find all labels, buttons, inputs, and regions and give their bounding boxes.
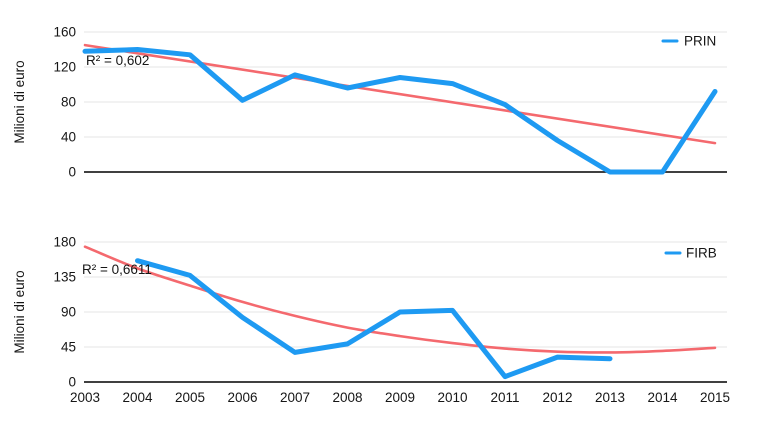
x-tick-label: 2008 (332, 390, 362, 405)
prin-chart: 0 40 80 120 160 Milioni di euro R² = 0,602 P… (12, 25, 727, 180)
x-tick-label: 2006 (227, 390, 257, 405)
prin-gridlines (84, 31, 727, 138)
firb-r2-annotation: R² = 0,6611 (82, 262, 152, 277)
y-tick-label: 0 (68, 375, 76, 390)
x-tick-label: 2013 (595, 390, 625, 405)
firb-legend: FIRB (664, 246, 717, 261)
firb-legend-label: FIRB (686, 246, 717, 261)
y-tick-label: 0 (68, 165, 76, 180)
x-tick-label: 2003 (70, 390, 100, 405)
y-tick-label: 80 (61, 95, 76, 110)
y-tick-label: 160 (53, 25, 76, 40)
prin-y-axis-title: Milioni di euro (12, 60, 27, 143)
y-tick-label: 90 (61, 305, 76, 320)
x-tick-label: 2015 (700, 390, 730, 405)
firb-trendline (83, 245, 717, 354)
y-tick-label: 135 (53, 270, 76, 285)
prin-r2-annotation: R² = 0,602 (86, 53, 149, 68)
prin-legend: PRIN (661, 34, 716, 49)
x-tick-label: 2012 (542, 390, 572, 405)
y-tick-label: 45 (61, 340, 76, 355)
y-tick-label: 180 (53, 235, 76, 250)
y-tick-label: 120 (53, 60, 76, 75)
prin-series-line (82, 47, 718, 175)
prin-legend-label: PRIN (684, 34, 716, 49)
prin-y-tick-labels: 0 40 80 120 160 (53, 25, 76, 180)
x-tick-label: 2014 (647, 390, 678, 405)
prin-trendline (83, 43, 717, 145)
x-tick-label: 2009 (385, 390, 415, 405)
firb-gridlines (84, 241, 727, 348)
x-tick-label: 2004 (122, 390, 153, 405)
y-tick-label: 40 (61, 130, 76, 145)
firb-y-axis-title: Milioni di euro (12, 270, 27, 353)
x-tick-label: 2011 (490, 390, 519, 405)
x-tick-label: 2005 (175, 390, 205, 405)
x-axis-year-labels: 2003 2004 2005 2006 2007 2008 2009 2010 2011 2012… (70, 390, 730, 405)
x-tick-label: 2010 (437, 390, 467, 405)
firb-series-line (135, 258, 613, 380)
x-tick-label: 2007 (280, 390, 310, 405)
firb-y-tick-labels: 0 45 90 135 180 (53, 235, 76, 390)
